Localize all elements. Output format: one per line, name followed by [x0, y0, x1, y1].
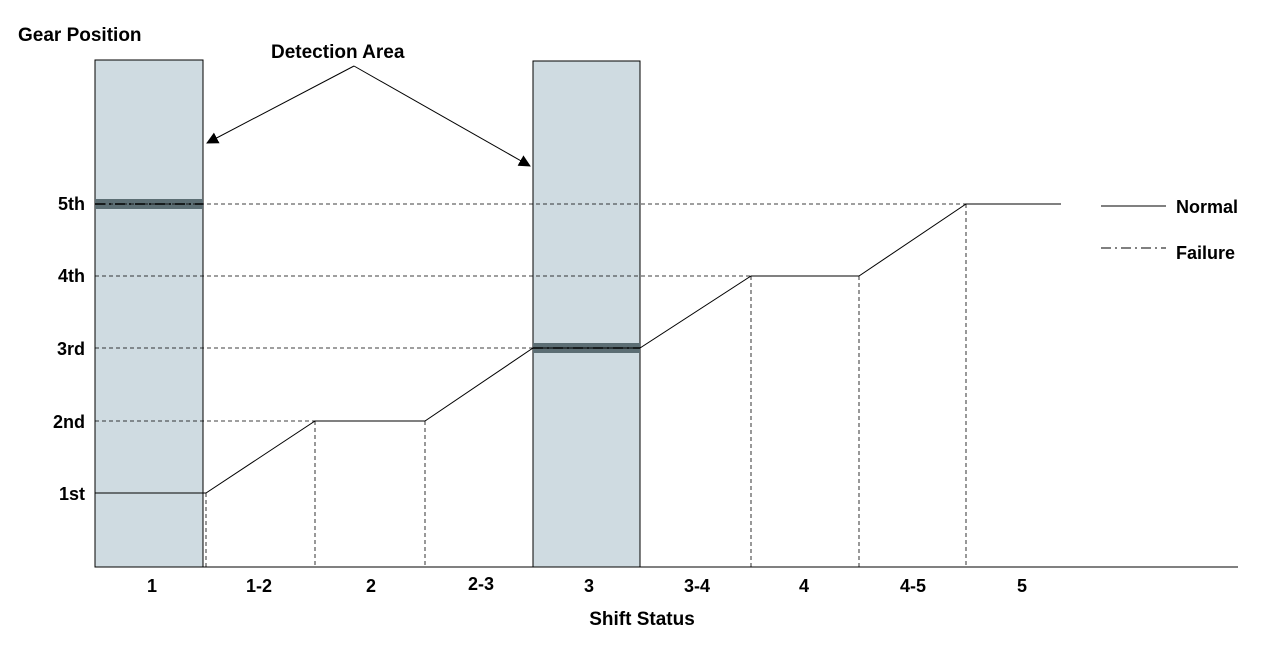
stage-label-2: 2: [366, 576, 376, 596]
detection-area-label: Detection Area: [271, 42, 405, 63]
legend-normal-label: Normal: [1176, 197, 1238, 217]
y-axis-title: Gear Position: [18, 25, 142, 46]
stage-label-1: 1: [147, 576, 157, 596]
gear-label-5th: 5th: [58, 194, 85, 214]
normal-gear-path: [95, 203, 1061, 494]
stage-label-2-3: 2-3: [468, 574, 494, 594]
detection-area-stage-3: [532, 60, 641, 568]
stage-label-1-2: 1-2: [246, 576, 272, 596]
detection-area-stage-1: [94, 59, 204, 568]
gear-label-2nd: 2nd: [53, 412, 85, 432]
legend-failure-label: Failure: [1176, 243, 1235, 263]
x-axis-title: Shift Status: [589, 609, 695, 630]
stage-label-3-4: 3-4: [684, 576, 710, 596]
gear-label-3rd: 3rd: [57, 339, 85, 359]
gear-label-1st: 1st: [59, 484, 85, 504]
stage-label-3: 3: [584, 576, 594, 596]
detection-arrow-right: [353, 65, 531, 167]
stage-label-5: 5: [1017, 576, 1027, 596]
detection-arrow-left: [206, 65, 355, 144]
gear-label-4th: 4th: [58, 266, 85, 286]
stage-label-4: 4: [799, 576, 809, 596]
stage-label-4-5: 4-5: [900, 576, 926, 596]
